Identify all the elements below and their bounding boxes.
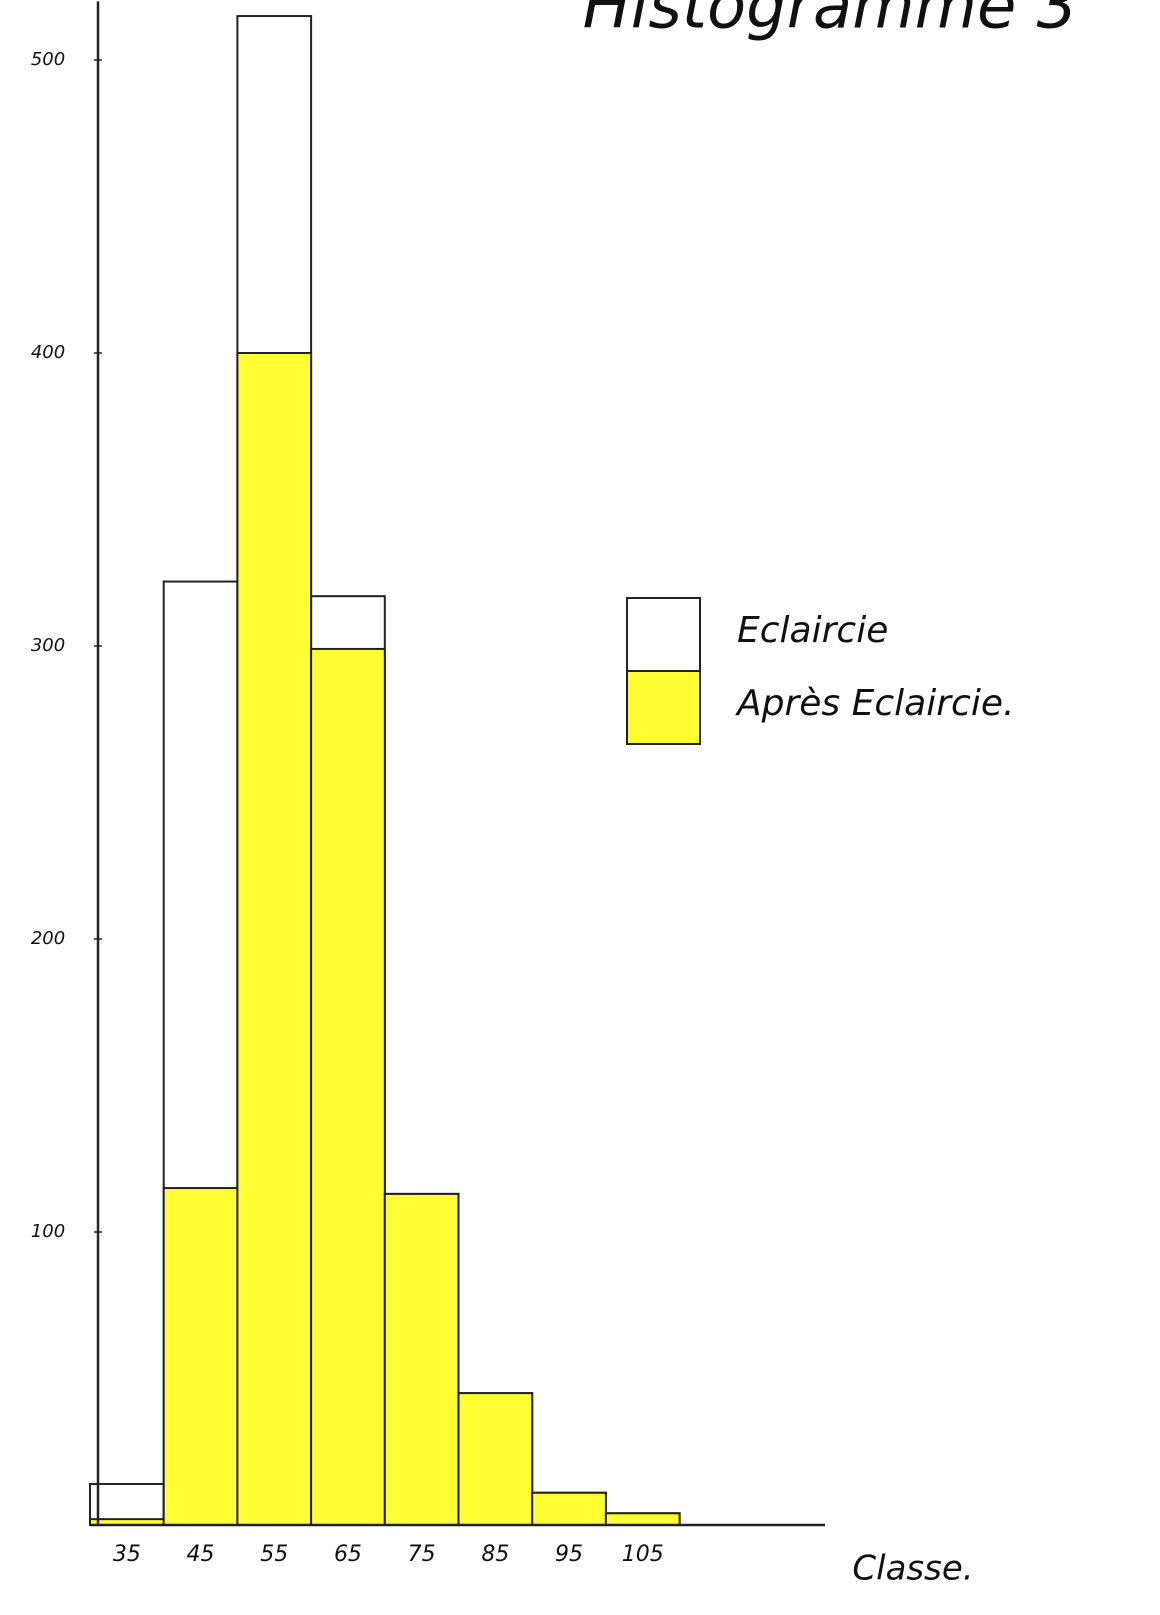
bar <box>383 1192 460 1527</box>
x-tick-label: 65 <box>334 1542 362 1567</box>
y-tick-label: 100 <box>31 1221 65 1242</box>
x-tick-label: 35 <box>113 1542 141 1567</box>
x-axis-label: Classe. <box>852 1549 973 1589</box>
x-tick-label: 85 <box>481 1542 509 1567</box>
x-tick-label: 45 <box>187 1542 215 1567</box>
bar <box>236 352 313 1526</box>
x-tick-label: 105 <box>622 1542 664 1567</box>
y-tick-label: 200 <box>31 928 65 949</box>
x-tick-label: 95 <box>555 1542 583 1567</box>
legend-swatch <box>626 670 701 745</box>
y-tick-label: 500 <box>31 49 65 70</box>
chart-title: Histogramme 3 <box>583 0 1078 44</box>
y-tick-label: 400 <box>31 342 65 363</box>
bar <box>310 647 386 1526</box>
bar <box>531 1491 607 1527</box>
y-tick-label: 300 <box>31 635 65 656</box>
bar <box>604 1512 681 1527</box>
bar <box>457 1392 534 1527</box>
legend-label: Après Eclaircie. <box>735 683 1014 724</box>
x-tick-label: 55 <box>260 1542 288 1567</box>
legend-swatch <box>626 597 701 672</box>
x-tick-label: 75 <box>408 1542 436 1567</box>
bar <box>162 1187 239 1527</box>
legend-label: Eclaircie <box>737 610 888 651</box>
